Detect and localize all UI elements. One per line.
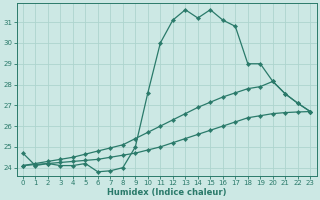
X-axis label: Humidex (Indice chaleur): Humidex (Indice chaleur): [107, 188, 226, 197]
